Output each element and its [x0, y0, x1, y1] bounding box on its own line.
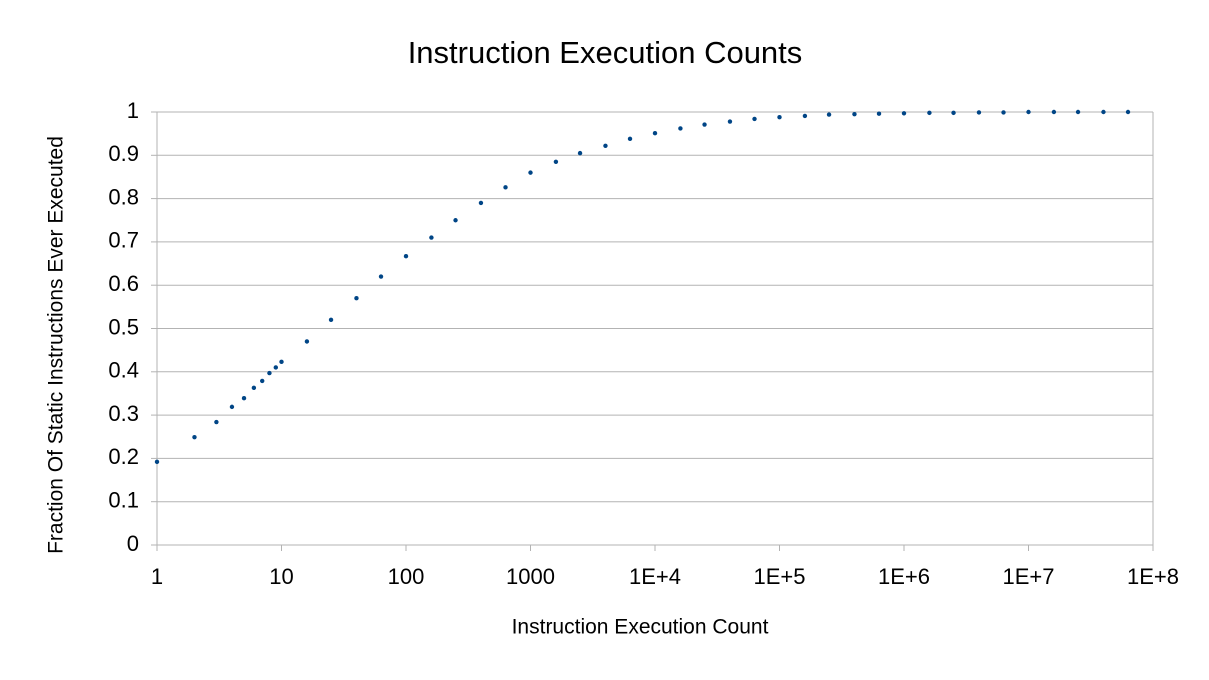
- y-tick-label: 0.3: [108, 401, 139, 426]
- point: [478, 200, 484, 206]
- x-axis-title: Instruction Execution Count: [512, 616, 769, 639]
- point: [354, 295, 359, 301]
- point: [304, 339, 310, 344]
- point: [403, 253, 409, 259]
- point: [678, 126, 683, 131]
- y-tick-label: 0.1: [108, 488, 139, 513]
- point: [951, 110, 956, 116]
- point: [652, 131, 658, 136]
- point: [852, 111, 857, 117]
- x-tick-label: 1E+6: [878, 564, 930, 589]
- point: [154, 459, 160, 465]
- point: [1125, 109, 1131, 115]
- point: [752, 116, 757, 122]
- point: [1051, 109, 1057, 115]
- point: [241, 396, 247, 401]
- y-tick-label: 0: [127, 531, 139, 556]
- point: [503, 185, 508, 190]
- y-tick-label: 0.8: [108, 184, 139, 209]
- y-tick-label: 0.5: [108, 314, 139, 339]
- point: [267, 370, 272, 376]
- y-tick-label: 0.6: [108, 271, 139, 296]
- point: [553, 159, 559, 164]
- point: [273, 365, 279, 370]
- point: [826, 112, 832, 117]
- x-tick-label: 100: [388, 564, 425, 589]
- point: [378, 274, 384, 279]
- point: [251, 385, 257, 391]
- point: [453, 218, 458, 223]
- point: [1001, 110, 1006, 115]
- x-tick-label: 1E+7: [1003, 564, 1055, 589]
- point: [577, 150, 583, 156]
- point: [192, 434, 197, 440]
- point: [260, 378, 265, 384]
- point: [328, 317, 334, 323]
- point: [229, 404, 235, 410]
- x-tick-label: 1E+5: [754, 564, 806, 589]
- point: [927, 110, 932, 116]
- y-tick-label: 1: [127, 98, 139, 123]
- point: [702, 122, 707, 127]
- point: [1026, 109, 1031, 115]
- x-tick-label: 1E+8: [1127, 564, 1179, 589]
- point: [528, 170, 533, 175]
- chart-title: Instruction Execution Counts: [408, 35, 803, 70]
- point: [901, 111, 907, 116]
- point: [214, 419, 219, 425]
- x-tick-label: 1000: [506, 564, 555, 589]
- point: [777, 114, 782, 120]
- y-tick-label: 0.7: [108, 228, 139, 253]
- x-tick-label: 1E+4: [629, 564, 681, 589]
- point: [603, 143, 608, 148]
- y-tick-label: 0.9: [108, 141, 139, 166]
- y-tick-label: 0.4: [108, 358, 139, 383]
- point: [802, 113, 808, 119]
- point: [1075, 109, 1081, 115]
- y-tick-label: 0.2: [108, 444, 139, 469]
- point: [1101, 109, 1106, 115]
- point: [727, 119, 733, 124]
- point: [279, 359, 284, 365]
- point: [976, 110, 982, 115]
- point: [429, 235, 434, 240]
- x-tick-label: 10: [269, 564, 293, 589]
- point: [627, 136, 633, 142]
- point: [876, 111, 882, 116]
- y-axis-title: Fraction Of Static Instructions Ever Exe…: [45, 136, 68, 554]
- x-tick-label: 1: [151, 564, 163, 589]
